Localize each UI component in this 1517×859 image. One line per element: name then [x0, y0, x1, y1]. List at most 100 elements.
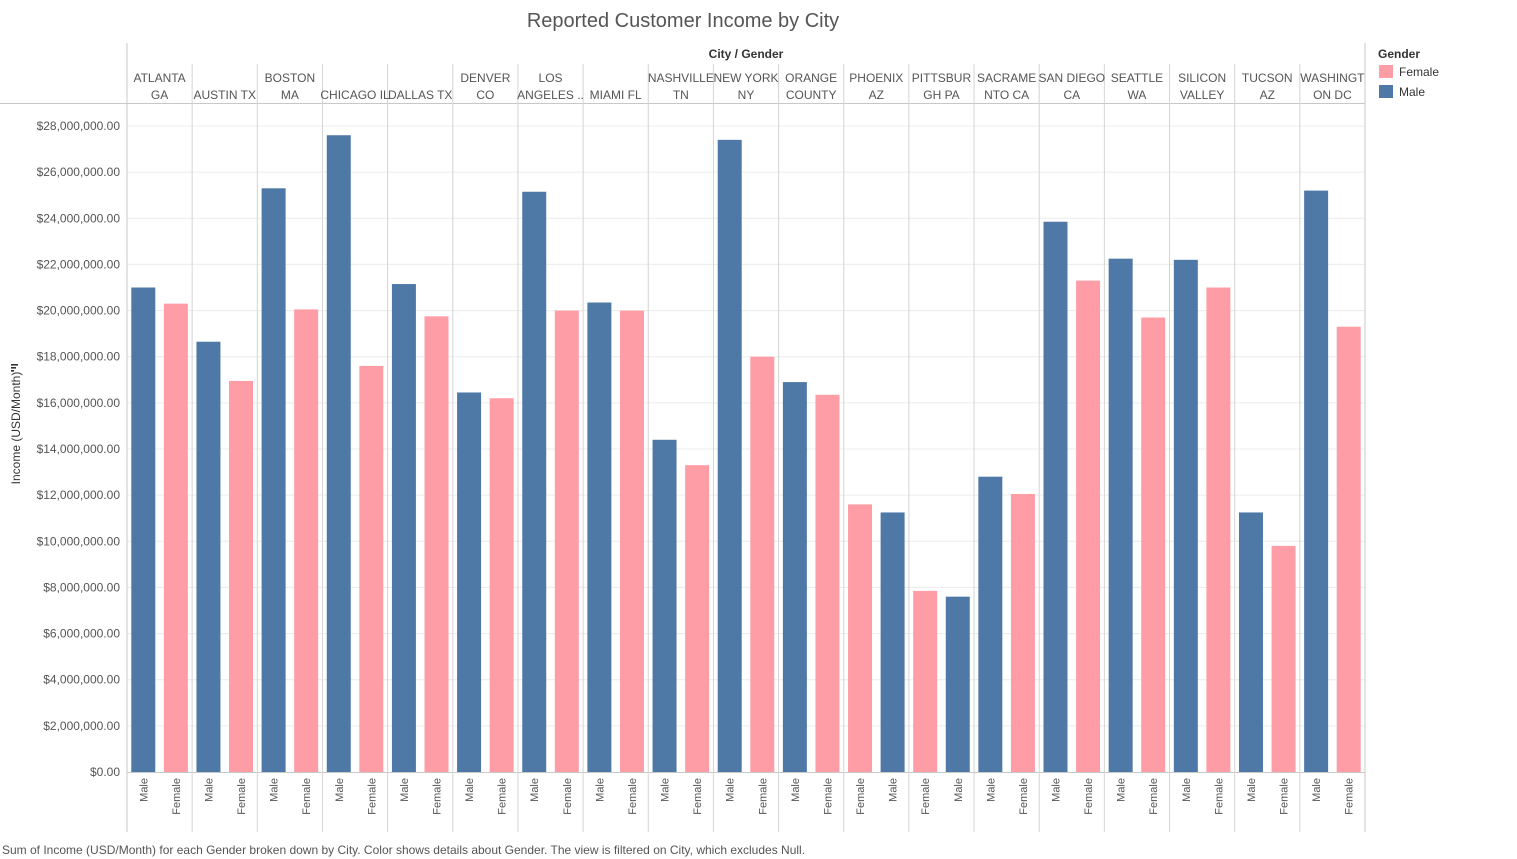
gender-label: Male — [1116, 778, 1128, 802]
bar-female[interactable] — [1010, 493, 1035, 772]
gender-label: Female — [1279, 778, 1291, 815]
chart-frame — [0, 43, 1366, 832]
y-tick-label: $4,000,000.00 — [43, 673, 120, 687]
gender-label: Male — [1181, 778, 1193, 802]
gender-label: Female — [692, 778, 704, 815]
bar-female[interactable] — [619, 310, 644, 772]
gender-label: Male — [269, 778, 281, 802]
city-header: SAN DIEGO CA — [1038, 71, 1105, 102]
gender-label: Male — [464, 778, 476, 802]
bar-male[interactable] — [1238, 512, 1263, 772]
city-header: MIAMI FL — [590, 88, 642, 102]
city-header: NEW YORK NY — [713, 71, 778, 102]
city-header: WASHINGT ON DC — [1300, 71, 1365, 102]
city-header: ORANGE COUNTY — [785, 71, 837, 102]
city-headers: ATLANTA GA AUSTIN TX BOSTON MA CHICAGO ILDALL… — [133, 71, 1365, 102]
bar-male[interactable] — [587, 302, 612, 772]
city-header: SEATTLE WA — [1111, 71, 1163, 102]
city-header: PITTSBUR GH PA — [912, 71, 972, 102]
y-tick-label: $10,000,000.00 — [37, 534, 121, 548]
gender-label: Female — [627, 778, 639, 815]
city-header: NASHVILLE TN — [648, 71, 714, 102]
bar-male[interactable] — [1173, 259, 1198, 772]
gender-label: Male — [529, 778, 541, 802]
gender-label: Male — [594, 778, 606, 802]
y-tick-label: $18,000,000.00 — [37, 350, 121, 364]
bar-female[interactable] — [163, 303, 188, 772]
gender-label: Male — [1311, 778, 1323, 802]
y-tick-label: $0.00 — [90, 765, 120, 779]
y-axis-ticks: $0.00 $2,000,000.00 $4,000,000.00 $6,000,00… — [37, 119, 121, 779]
bar-male[interactable] — [131, 287, 156, 773]
bars — [131, 135, 1361, 773]
legend-swatch-female[interactable] — [1379, 65, 1393, 78]
y-tick-label: $20,000,000.00 — [37, 304, 121, 318]
y-tick-label: $28,000,000.00 — [37, 119, 121, 133]
bar-female[interactable] — [359, 365, 384, 772]
legend: Gender Female Male — [1378, 47, 1439, 99]
y-tick-label: $8,000,000.00 — [43, 580, 120, 594]
bar-male[interactable] — [717, 139, 742, 773]
city-header: PHOENIX AZ — [849, 71, 903, 102]
legend-swatch-male[interactable] — [1379, 85, 1393, 98]
bar-female[interactable] — [848, 504, 873, 772]
bar-female[interactable] — [685, 465, 710, 772]
chart-title: Reported Customer Income by City — [527, 10, 839, 32]
gender-label: Female — [1148, 778, 1160, 815]
bar-female[interactable] — [424, 316, 449, 772]
bar-male[interactable] — [261, 188, 286, 773]
bar-male[interactable] — [1304, 190, 1329, 773]
city-header: TUCSON AZ — [1242, 71, 1293, 102]
bar-male[interactable] — [326, 135, 351, 772]
bar-male[interactable] — [522, 191, 547, 773]
y-tick-label: $22,000,000.00 — [37, 257, 121, 271]
bar-female[interactable] — [913, 590, 938, 772]
bar-female[interactable] — [1206, 287, 1231, 773]
bar-male[interactable] — [1043, 221, 1068, 772]
city-header: DENVER CO — [460, 71, 510, 102]
bar-female[interactable] — [489, 398, 514, 772]
bar-female[interactable] — [229, 380, 254, 772]
bar-female[interactable] — [815, 394, 840, 772]
bar-male[interactable] — [945, 596, 970, 772]
bar-female[interactable] — [554, 310, 579, 772]
bar-female[interactable] — [1271, 545, 1296, 772]
sort-icon[interactable] — [11, 364, 18, 372]
city-header: SILICON VALLEY — [1178, 71, 1226, 102]
city-header: CHICAGO IL — [320, 88, 390, 102]
gender-label: Female — [366, 778, 378, 815]
bar-female[interactable] — [1336, 326, 1361, 772]
bar-male[interactable] — [652, 439, 677, 772]
gender-label: Female — [562, 778, 574, 815]
chart-caption: Sum of Income (USD/Month) for each Gende… — [2, 843, 805, 857]
gender-axis-labels: Male Female Male Female Male Female Male Female… — [138, 778, 1355, 815]
gender-label: Female — [236, 778, 248, 815]
bar-female[interactable] — [1076, 280, 1101, 772]
bar-male[interactable] — [782, 382, 807, 772]
city-header: LOS ANGELES .. — [517, 71, 584, 102]
gender-label: Male — [953, 778, 965, 802]
y-tick-label: $2,000,000.00 — [43, 719, 120, 733]
bar-male[interactable] — [457, 392, 482, 772]
gender-label: Female — [497, 778, 509, 815]
gender-label: Female — [1344, 778, 1356, 815]
y-axis-label: Income (USD/Month) — [9, 372, 23, 485]
city-header: AUSTIN TX — [194, 88, 256, 102]
bar-male[interactable] — [196, 341, 221, 772]
legend-label: Male — [1399, 85, 1425, 99]
gender-label: Male — [1051, 778, 1063, 802]
gender-label: Female — [855, 778, 867, 815]
bar-male[interactable] — [880, 512, 905, 772]
column-header: City / Gender — [709, 47, 784, 61]
gender-label: Female — [757, 778, 769, 815]
gender-label: Male — [985, 778, 997, 802]
y-tick-label: $24,000,000.00 — [37, 211, 121, 225]
bar-male[interactable] — [978, 476, 1003, 772]
bar-male[interactable] — [1108, 258, 1133, 772]
gender-label: Male — [1246, 778, 1258, 802]
bar-male[interactable] — [391, 284, 416, 772]
bar-female[interactable] — [750, 356, 775, 772]
bar-female[interactable] — [294, 309, 319, 772]
bar-female[interactable] — [1141, 317, 1166, 772]
